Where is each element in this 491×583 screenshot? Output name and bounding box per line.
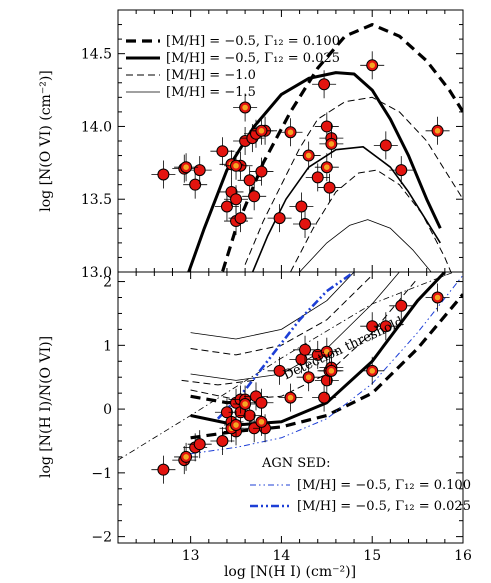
top-orange-point-7 (314, 153, 339, 182)
bottom-orange-point-8 (319, 356, 344, 385)
top-orange-point-3 (233, 93, 258, 122)
top-legend-label-1: [M/H] = −0.5, Γ₁₂ = 0.025 (166, 51, 340, 66)
top-ticks: 13.0 13.5 14.0 14.5 (81, 9, 464, 281)
top-red-point-15 (242, 182, 267, 211)
top-red-point-19 (289, 192, 314, 221)
bottom-red-point-3 (187, 430, 212, 459)
bottom-curve-3 (190, 278, 418, 400)
bottom-y-tick-label-1: −1 (91, 466, 112, 482)
bottom-orange-point-9 (360, 356, 385, 385)
top-orange-point-0 (174, 153, 199, 182)
bottom-x-tick-label-1: 14 (273, 548, 291, 564)
top-red-point-8 (224, 185, 249, 214)
bottom-legend-label-0: [M/H] = −0.5, Γ₁₂ = 0.100 (297, 478, 471, 493)
top-red-point-27 (389, 156, 414, 185)
top-y-axis-title: log [N(O VI) (cm⁻²)] (38, 70, 54, 211)
bottom-orange-point-0 (174, 442, 199, 471)
bottom-orange-point-10 (425, 283, 450, 312)
bottom-red-point-18 (289, 345, 314, 374)
top-red-point-2 (183, 170, 208, 199)
bottom-legend-label-1: [M/H] = −0.5, Γ₁₂ = 0.025 (297, 499, 471, 514)
top-red-point-18 (267, 204, 292, 233)
top-red-point-20 (293, 209, 318, 238)
bottom-red-point-0 (151, 455, 176, 484)
top-orange-point-6 (296, 141, 321, 170)
bottom-y-tick-label-3: 1 (103, 338, 112, 354)
bottom-ticks: 13 14 15 16 −2 −1 0 1 2 (91, 272, 472, 564)
top-orange-point-10 (425, 116, 450, 145)
bottom-red-point-21 (312, 383, 337, 412)
bottom-orange-point-3 (233, 389, 258, 418)
top-red-point-21 (305, 163, 330, 192)
top-y-tick-label-2: 14.0 (81, 119, 112, 135)
bottom-orange-point-5 (278, 383, 303, 412)
bottom-red-point-27 (389, 291, 414, 320)
top-red-point-24 (317, 173, 342, 202)
top-orange-point-9 (360, 51, 385, 80)
bottom-curve-7 (181, 379, 255, 386)
bottom-red-point-26 (373, 312, 398, 341)
top-orange-point-2 (224, 151, 249, 180)
top-y-tick-label-1: 13.5 (81, 192, 112, 208)
top-red-point-0 (151, 160, 176, 189)
bottom-red-point-19 (293, 335, 318, 364)
bottom-curve-6 (190, 272, 355, 340)
bottom-x-tick-label-0: 13 (182, 548, 200, 564)
top-curve-2 (244, 96, 463, 265)
top-points (151, 51, 450, 238)
top-legend: [M/H] = −0.5, Γ₁₂ = 0.100 [M/H] = −0.5, Γ… (126, 34, 340, 100)
top-legend-label-3: [M/H] = −1.5 (166, 85, 256, 100)
bottom-red-point-17 (267, 356, 292, 385)
bottom-panel: 13 14 15 16 −2 −1 0 1 2 log [N(H I)/N(O VI)] log… (38, 271, 472, 580)
bottom-curve-0 (118, 272, 455, 461)
top-y-tick-label-3: 14.5 (81, 47, 112, 63)
bottom-y-axis-title: log [N(H I)/N(O VI)] (38, 336, 54, 478)
bottom-x-tick-label-2: 15 (363, 548, 381, 564)
x-axis-title: log [N(H I) (cm⁻²)] (224, 564, 356, 580)
top-curve-1 (187, 71, 442, 272)
top-red-point-16 (249, 157, 274, 186)
top-red-point-9 (228, 204, 253, 233)
bottom-orange-point-6 (296, 363, 321, 392)
top-red-point-14 (237, 166, 262, 195)
bottom-orange-point-2 (224, 411, 249, 440)
bottom-legend: AGN SED: [M/H] = −0.5, Γ₁₂ = 0.100 [M/H] =… (250, 456, 471, 514)
top-legend-label-0: [M/H] = −0.5, Γ₁₂ = 0.100 (166, 34, 340, 49)
top-curve-4 (290, 169, 452, 272)
top-legend-label-2: [M/H] = −1.0 (166, 68, 256, 83)
bottom-frame (117, 271, 464, 544)
bottom-curve-9 (190, 274, 463, 455)
bottom-points (151, 283, 450, 484)
bottom-curve-5 (190, 274, 373, 356)
bottom-legend-title: AGN SED: (261, 456, 330, 471)
top-panel: 13.0 13.5 14.0 14.5 log [N(O VI) (cm⁻²)] [M… (38, 9, 464, 281)
bottom-y-tick-label-4: 2 (103, 275, 112, 291)
top-red-point-22 (312, 70, 337, 99)
top-orange-point-5 (278, 118, 303, 147)
bottom-y-tick-label-2: 0 (103, 402, 112, 418)
top-orange-point-8 (319, 129, 344, 158)
bottom-red-point-4 (210, 426, 235, 455)
bottom-x-tick-label-3: 16 (454, 548, 472, 564)
top-y-tick-label-0: 13.0 (81, 265, 112, 281)
top-curve-0 (220, 23, 463, 272)
bottom-orange-point-7 (314, 337, 339, 366)
top-red-point-5 (214, 192, 239, 221)
top-red-point-4 (210, 137, 235, 166)
bottom-orange-point-4 (249, 407, 274, 436)
top-red-point-26 (373, 131, 398, 160)
top-curve-5 (299, 219, 432, 272)
bottom-y-tick-label-0: −2 (91, 530, 112, 546)
top-orange-point-4 (249, 116, 274, 145)
